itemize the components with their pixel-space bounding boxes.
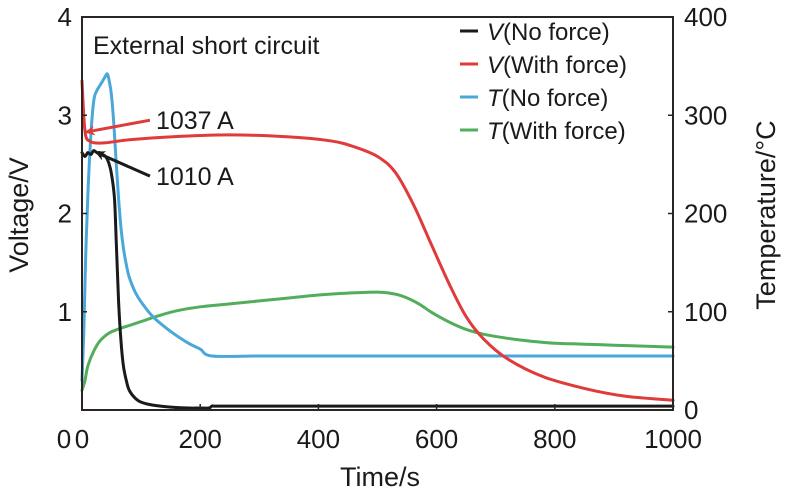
legend: V(No force) V(With force) T(No force) T(Wit… [460, 19, 627, 145]
series-line-v-with-force [80, 79, 675, 402]
series-line-t-with-force [80, 290, 675, 392]
legend-label: V(No force) [487, 19, 610, 46]
y-right-tick-label: 0 [684, 395, 698, 425]
x-tick-label: 800 [533, 424, 576, 454]
y-right-tick-label: 100 [684, 297, 727, 327]
y-left-tick-label: 4 [58, 2, 72, 32]
legend-item-t-with-force: T(With force) [460, 118, 626, 145]
legend-item-v-with-force: V(With force) [460, 52, 627, 79]
x-tick-label: 400 [297, 424, 340, 454]
series-line-t-no-force [80, 72, 675, 382]
legend-label: T(No force) [487, 85, 608, 112]
y-left-tick-label: 2 [58, 199, 72, 229]
legend-label: T(With force) [487, 118, 626, 145]
x-tick-label: 1000 [644, 424, 702, 454]
annotation-arrow [94, 151, 151, 178]
y-axis-right-title: Temperature/°C [751, 120, 781, 309]
y-axis-left-title: Voltage/V [4, 157, 34, 273]
chart-title: External short circuit [93, 32, 320, 60]
y-right-tick-label: 400 [684, 2, 727, 32]
legend-item-t-no-force: T(No force) [460, 85, 608, 112]
x-axis-title: Time/s [340, 462, 420, 492]
annotation-layer: 1037 A 1010 A [84, 107, 234, 191]
x-tick-label: 600 [415, 424, 458, 454]
annotation-label: 1037 A [156, 107, 234, 135]
legend-label: V(With force) [487, 52, 627, 79]
y-left-tick-label: 1 [58, 297, 72, 327]
x-tick-label: 200 [179, 424, 222, 454]
y-left-tick-label: 3 [58, 100, 72, 130]
legend-item-v-no-force: V(No force) [460, 19, 610, 46]
annotation-arrow [84, 118, 151, 136]
y-right-tick-label: 200 [684, 199, 727, 229]
y-left-tick-label-zero: 0 [57, 424, 71, 454]
x-tick-label: 0 [75, 424, 89, 454]
y-right-tick-label: 300 [684, 100, 727, 130]
annotation-label: 1010 A [156, 163, 234, 191]
